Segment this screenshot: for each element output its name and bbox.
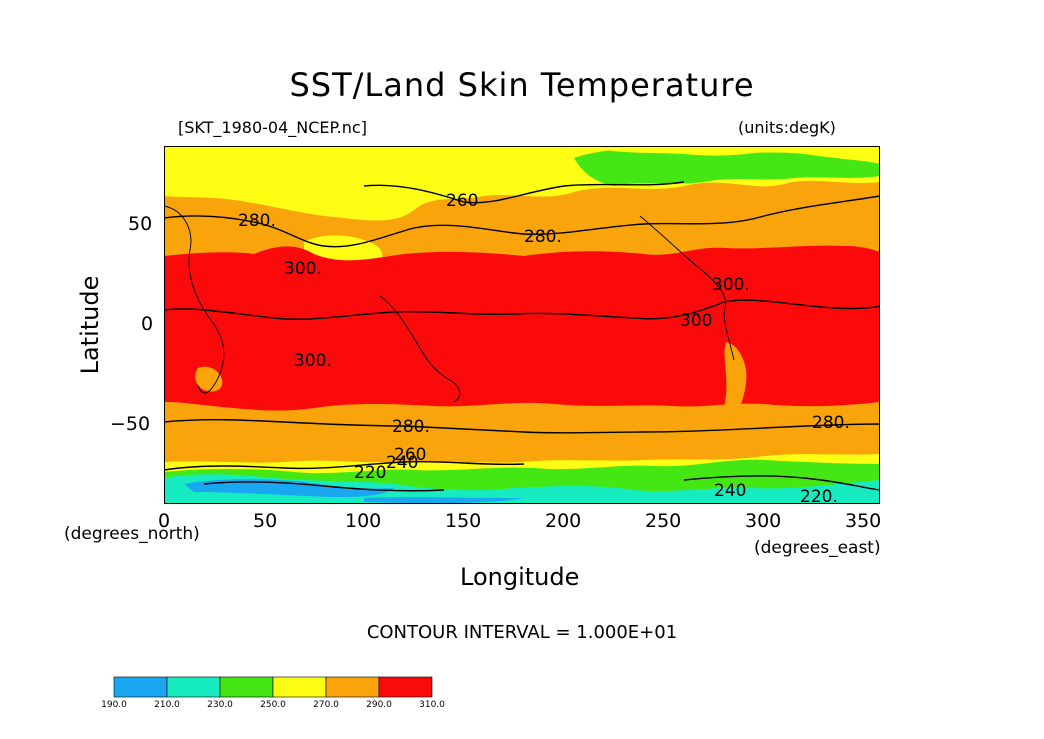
colorbar-swatch <box>166 676 221 698</box>
africa-orange <box>195 366 223 392</box>
contour-280-north <box>164 195 880 248</box>
coastlines <box>164 205 735 403</box>
contour-label: 220. <box>800 487 838 504</box>
map-frame <box>164 146 880 504</box>
x-tick-250: 250 <box>645 510 682 532</box>
colorbar-swatch <box>219 676 274 698</box>
colorbar-tick-label: 190.0 <box>101 700 127 710</box>
contour-interval: CONTOUR INTERVAL = 1.000E+01 <box>366 622 678 643</box>
units-label: (units:degK) <box>738 118 836 137</box>
x-tick-350: 350 <box>845 510 882 532</box>
contour-220-south <box>203 481 445 492</box>
colorbar-tick-label: 210.0 <box>154 700 180 710</box>
contour-label: 300. <box>294 351 332 371</box>
colorbar-tick-label: 310.0 <box>419 700 445 710</box>
y-tick-50: 50 <box>128 213 153 235</box>
x-tick-150: 150 <box>445 510 482 532</box>
y-tick-0: 0 <box>141 313 154 335</box>
contour-label: 280. <box>524 227 562 247</box>
colorbar-tick-label: 250.0 <box>260 700 286 710</box>
contour-260-north <box>363 181 685 204</box>
contour-label: 240 <box>386 453 418 473</box>
x-tick-100: 100 <box>345 510 382 532</box>
contour-label: 260 <box>446 191 478 211</box>
contour-label: 300. <box>712 275 750 295</box>
contour-260-south <box>164 460 525 471</box>
colorbar-tick-label: 230.0 <box>207 700 233 710</box>
x-tick-0: 0 <box>158 510 171 532</box>
plot-title: SST/Land Skin Temperature <box>289 66 755 104</box>
x-unit-label: (degrees_east) <box>754 538 881 558</box>
colorbar-tick-label: 290.0 <box>366 700 392 710</box>
contour-label: 300. <box>284 259 322 279</box>
colorbar-swatch <box>325 676 380 698</box>
colorbar <box>113 676 433 698</box>
temperature-map: 280. 260 280. 300. 300. 300. 300 280. 28… <box>164 146 880 504</box>
x-tick-300: 300 <box>745 510 782 532</box>
coast-maritime <box>379 295 461 403</box>
y-unit-label: (degrees_north) <box>64 524 200 544</box>
contour-label: 220 <box>354 463 386 483</box>
contour-lines <box>164 181 880 492</box>
contour-label: 260 <box>394 445 426 465</box>
x-tick-200: 200 <box>545 510 582 532</box>
contour-label: 280. <box>812 413 850 433</box>
contour-label: 240 <box>714 481 746 501</box>
y-tick-minus50: −50 <box>110 413 151 435</box>
file-label: [SKT_1980-04_NCEP.nc] <box>178 118 367 137</box>
band-190-210-pole <box>364 497 524 504</box>
band-250-270-pole <box>584 146 784 156</box>
colorbar-tick-label: 270.0 <box>313 700 339 710</box>
band-290-310-tropics <box>164 245 880 411</box>
x-tick-50: 50 <box>253 510 278 532</box>
y-axis-label: Latitude <box>76 275 104 375</box>
contour-label: 280. <box>392 417 430 437</box>
contour-label: 300 <box>680 311 712 331</box>
coast-africa <box>164 205 225 394</box>
colorbar-swatch <box>272 676 327 698</box>
x-axis-label: Longitude <box>460 563 580 591</box>
andes-orange <box>720 342 747 446</box>
contour-240-south <box>683 475 880 491</box>
band-230-250-arctic <box>574 148 880 186</box>
colorbar-swatch <box>378 676 433 698</box>
colorbar-swatch <box>113 676 168 698</box>
contour-label: 280. <box>238 211 276 231</box>
coast-americas <box>639 215 735 361</box>
contour-300-mid <box>164 299 880 320</box>
contour-280-south <box>164 419 880 434</box>
band-190-210-antarctic <box>184 479 394 498</box>
